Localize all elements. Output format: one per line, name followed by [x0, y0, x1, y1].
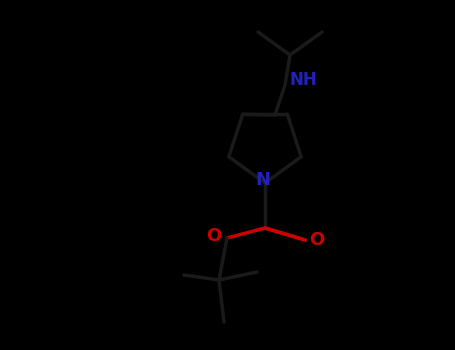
Text: O: O: [309, 231, 324, 249]
Text: N: N: [256, 171, 271, 189]
Text: NH: NH: [289, 71, 317, 89]
Text: O: O: [207, 227, 222, 245]
